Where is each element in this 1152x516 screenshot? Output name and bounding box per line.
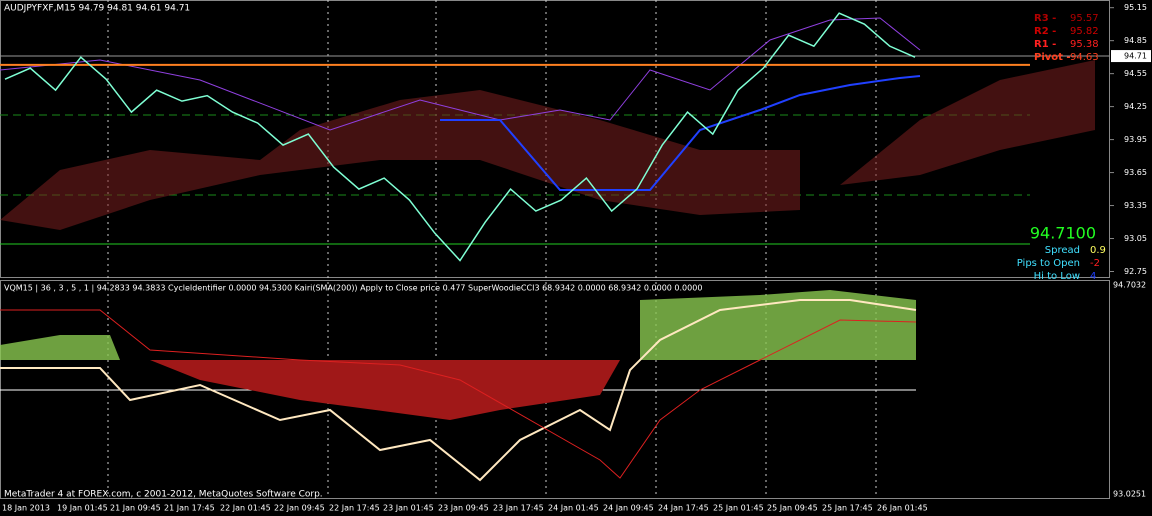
time-label: 21 Jan 09:45 [110, 504, 161, 513]
time-label: 26 Jan 01:45 [877, 504, 928, 513]
y-tick-label: 94.55 [1124, 69, 1147, 78]
current-price: 94.7100 [1030, 224, 1096, 243]
indicator-line [440, 75, 921, 191]
pivot-value: 95.38 [1070, 39, 1099, 50]
time-label: 25 Jan 09:45 [767, 504, 818, 513]
pivot-value: 95.57 [1070, 13, 1099, 24]
info-label: Spread [1045, 245, 1080, 256]
price-line [4, 12, 916, 262]
cci-line [0, 299, 917, 482]
y-tick-label: 93.65 [1124, 168, 1147, 177]
pivot-name: R1 - [1034, 39, 1056, 50]
info-label: Hi to Low [1034, 271, 1080, 282]
y-tick-label: 92.75 [1124, 267, 1147, 276]
info-value: -2 [1090, 258, 1100, 269]
chart-header: AUDJPYFXF,M15 94.79 94.81 94.61 94.71 [4, 4, 190, 14]
time-label: 23 Jan 01:45 [383, 504, 434, 513]
time-label: 22 Jan 17:45 [329, 504, 380, 513]
y-tick-label: 94.25 [1124, 102, 1147, 111]
price-box [1111, 50, 1151, 63]
indicator-header: VQM15 | 36 , 3 , 5 , 1 | 94.2833 94.3833… [4, 284, 702, 293]
histogram-area [150, 360, 620, 420]
time-label: 23 Jan 17:45 [493, 504, 544, 513]
info-value: 0.9 [1090, 245, 1106, 256]
time-label: 25 Jan 17:45 [822, 504, 873, 513]
pivot-name: R3 - [1034, 13, 1056, 24]
y-tick-label: 95.15 [1124, 3, 1147, 12]
footer: MetaTrader 4 at FOREX.com, c 2001-2012, … [4, 490, 323, 500]
cloud [840, 60, 1095, 185]
time-label: 18 Jan 2013 [2, 504, 50, 513]
time-label: 22 Jan 09:45 [274, 504, 325, 513]
price-label: 94.71 [1124, 52, 1147, 61]
time-label: 19 Jan 01:45 [57, 504, 108, 513]
histogram-area [640, 290, 916, 360]
indicator-axis-label: 94.7032 [1113, 281, 1146, 290]
y-tick-label: 93.95 [1124, 135, 1147, 144]
time-label: 24 Jan 17:45 [658, 504, 709, 513]
y-tick-label: 93.35 [1124, 201, 1147, 210]
time-label: 22 Jan 01:45 [220, 504, 271, 513]
pivot-value: 94.63 [1070, 52, 1099, 63]
time-label: 23 Jan 09:45 [438, 504, 489, 513]
indicator-line [0, 17, 921, 131]
pivot-value: 95.82 [1070, 26, 1099, 37]
time-label: 24 Jan 01:45 [548, 504, 599, 513]
time-label: 24 Jan 09:45 [603, 504, 654, 513]
info-label: Pips to Open [1017, 258, 1080, 269]
pivot-name: Pivot - [1034, 52, 1071, 63]
cci-line [0, 309, 917, 479]
indicator-axis-label: 93.0251 [1113, 490, 1146, 499]
info-value: 4 [1090, 271, 1096, 282]
time-label: 21 Jan 17:45 [164, 504, 215, 513]
time-label: 25 Jan 01:45 [713, 504, 764, 513]
histogram-area [0, 335, 120, 360]
pivot-name: R2 - [1034, 26, 1056, 37]
y-tick-label: 94.85 [1124, 36, 1147, 45]
y-tick-label: 93.05 [1124, 234, 1147, 243]
main-window [0, 0, 1110, 278]
